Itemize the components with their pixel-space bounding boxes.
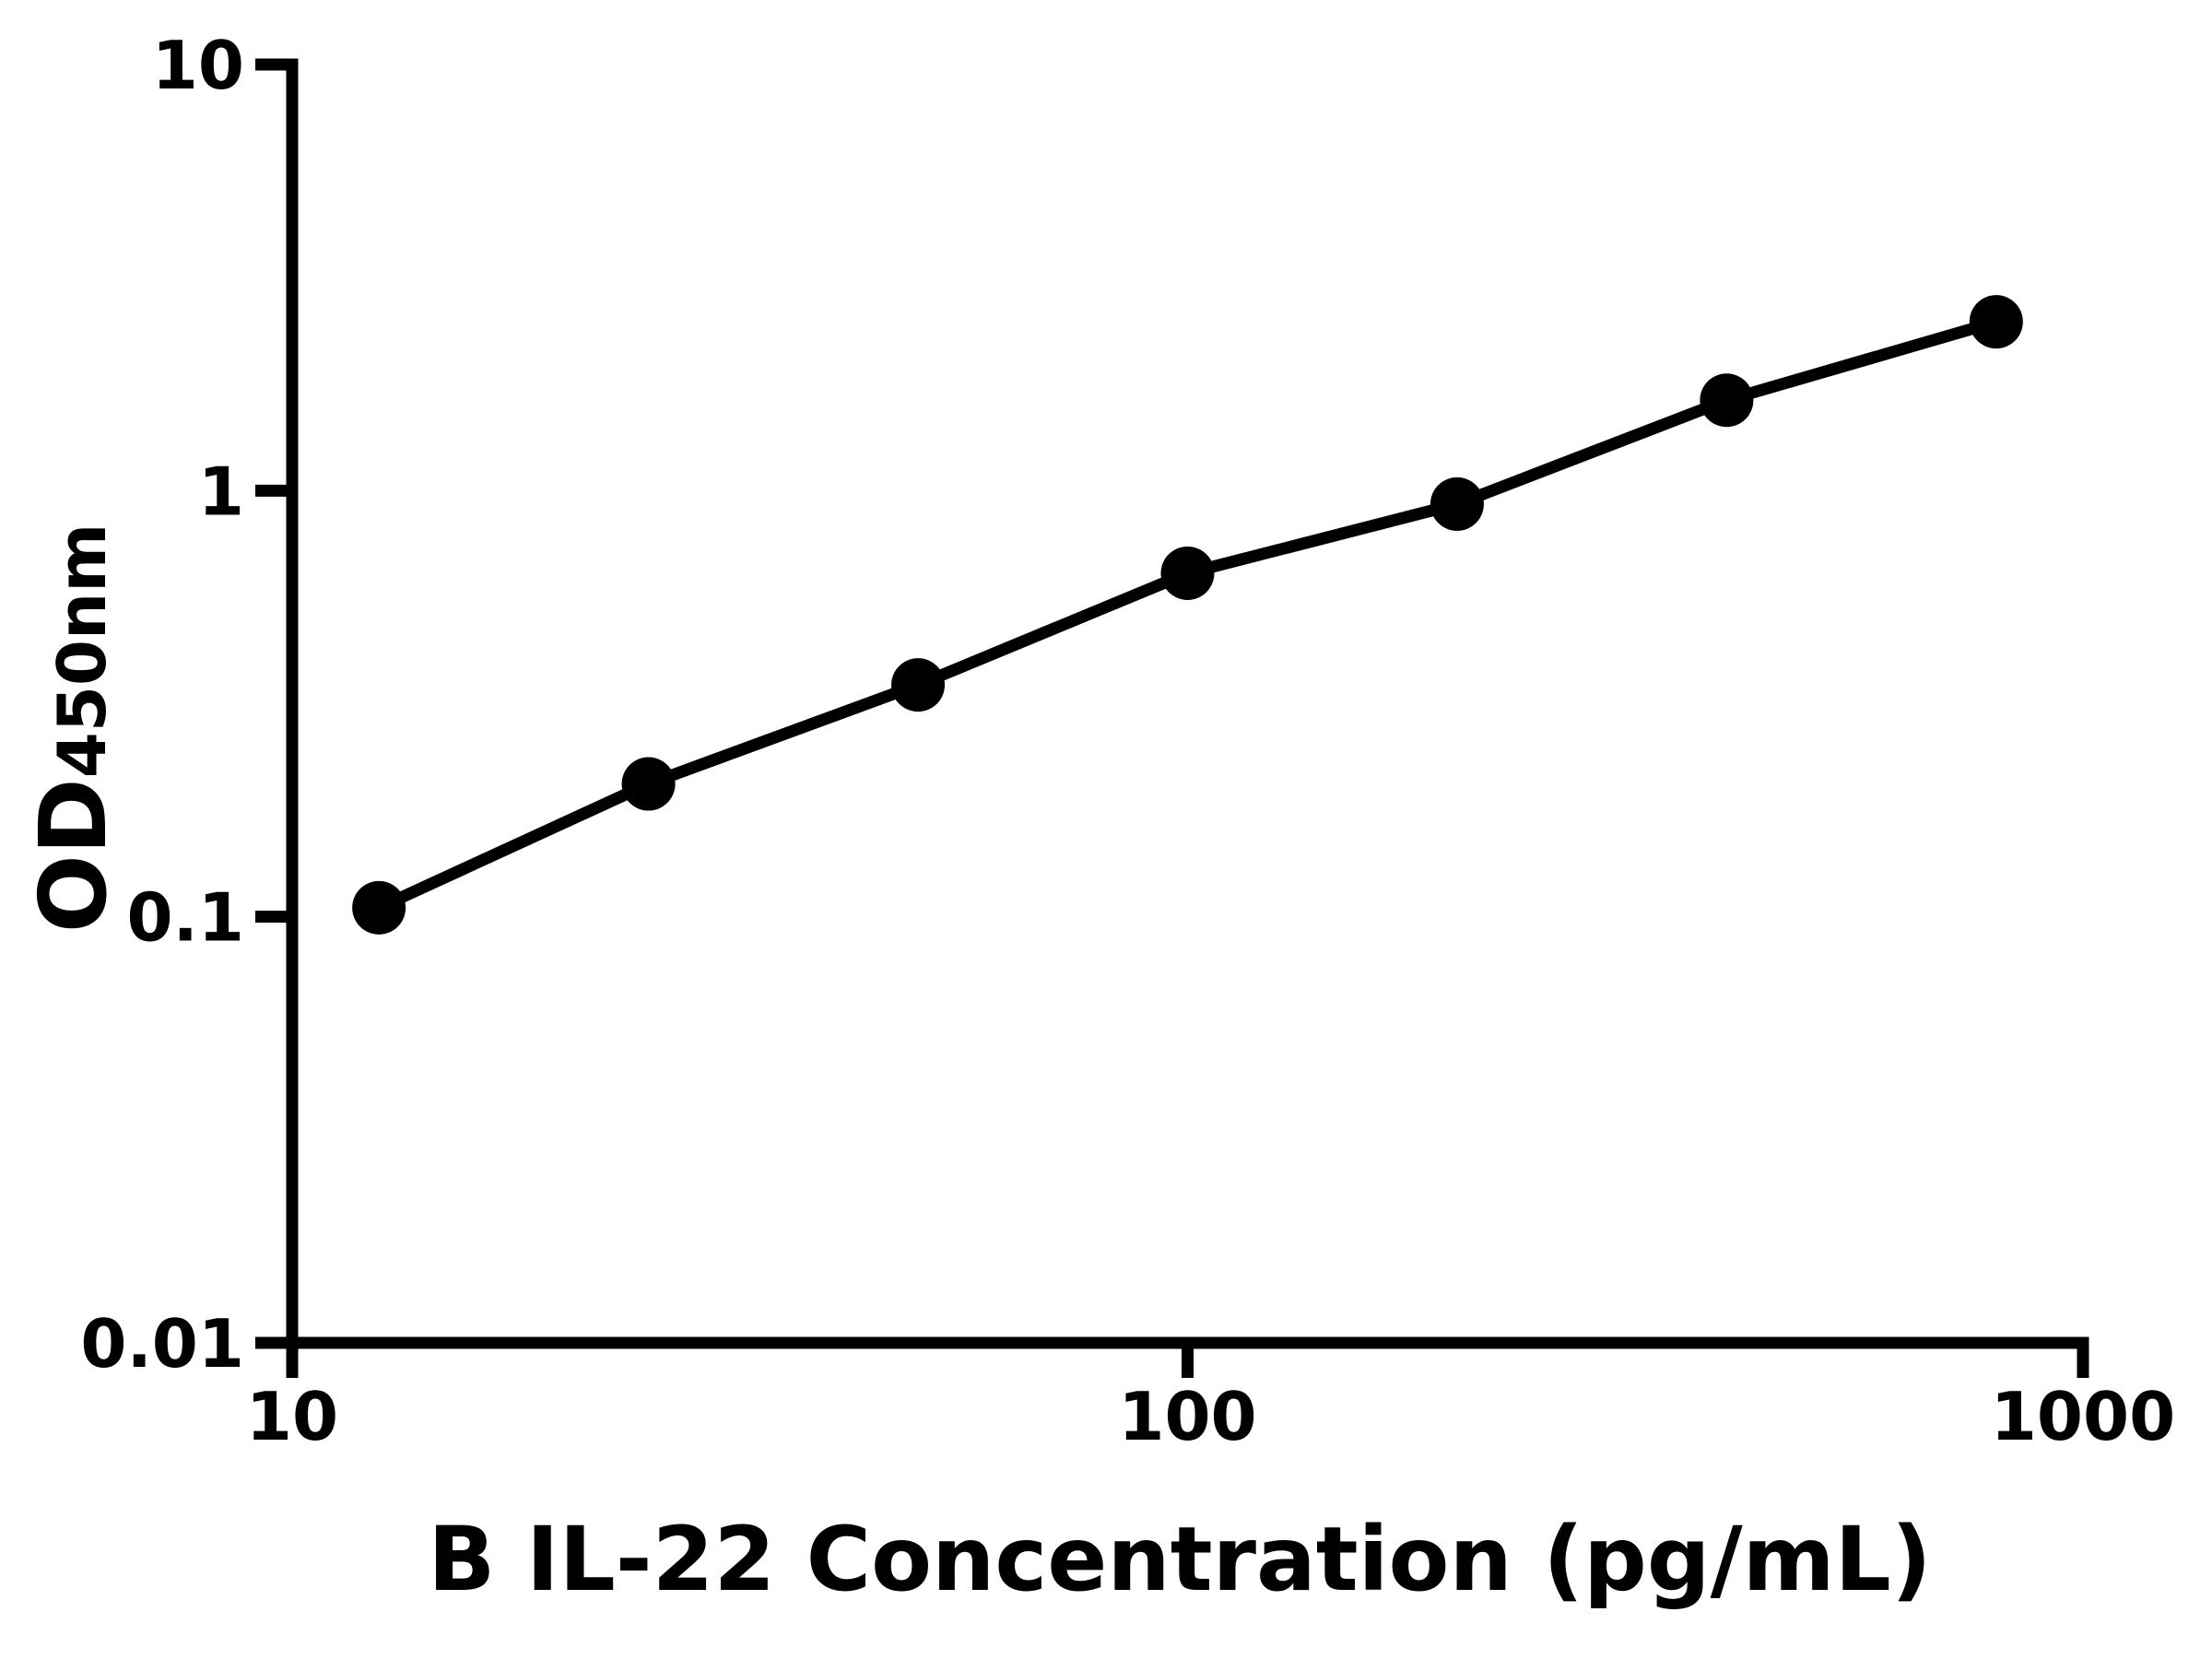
y-tick-label: 0.1 <box>126 879 244 957</box>
y-tick-label: 10 <box>152 27 244 104</box>
data-point <box>1969 295 2023 349</box>
x-tick-label: 1000 <box>1991 1378 2175 1455</box>
y-axis-title: OD450nm <box>19 524 127 934</box>
data-point <box>352 880 406 935</box>
y-axis-title-main: OD <box>19 778 127 933</box>
data-point <box>621 757 676 811</box>
data-series-layer <box>352 295 2023 935</box>
curve-line <box>376 315 1998 913</box>
x-tick-label: 10 <box>246 1378 338 1455</box>
y-tick-label: 0.01 <box>80 1305 244 1382</box>
data-point <box>1430 477 1484 531</box>
x-axis-title: B IL-22 Concentration (pg/mL) <box>428 1508 1931 1611</box>
data-point <box>891 658 946 712</box>
y-axis-title-subscript: 450nm <box>43 524 121 779</box>
y-tick-label: 1 <box>198 453 244 530</box>
x-tick-label: 100 <box>1118 1378 1256 1455</box>
data-point <box>1160 546 1215 600</box>
data-point <box>1700 373 1754 428</box>
